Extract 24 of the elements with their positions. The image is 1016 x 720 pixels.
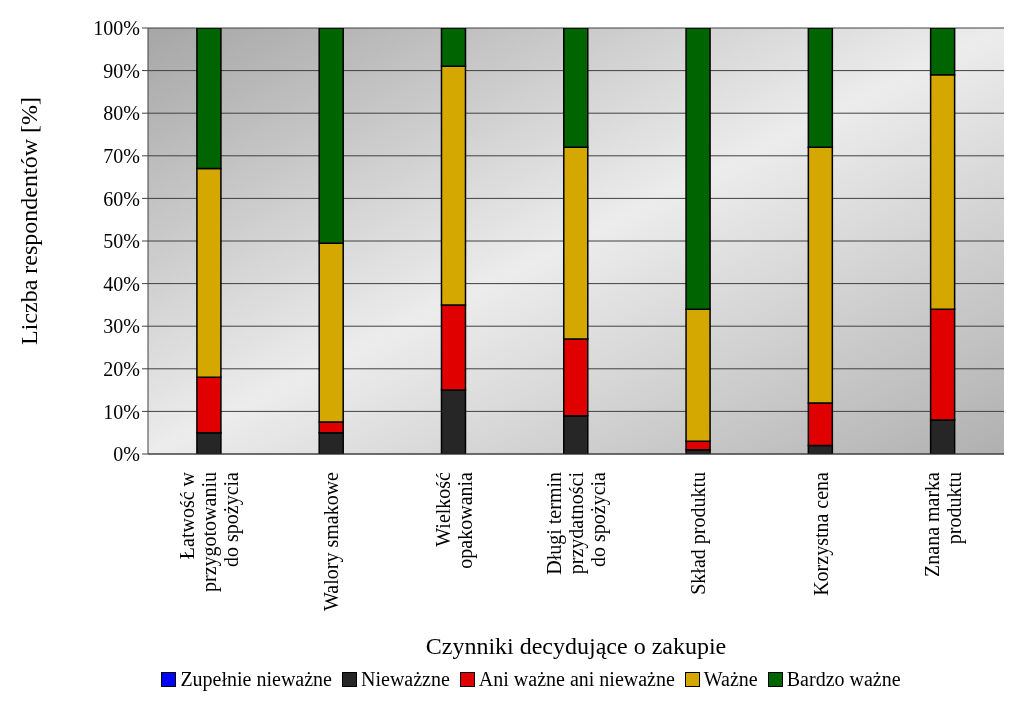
y-tick-label: 50%: [103, 230, 140, 253]
y-tick-label: 80%: [103, 102, 140, 125]
legend-label: Ani ważne ani nieważne: [478, 668, 675, 691]
y-tick-label: 10%: [103, 400, 140, 423]
y-tick-label: 70%: [103, 144, 140, 167]
legend-label: Bardzo ważne: [786, 668, 901, 691]
x-axis-title: Czynniki decydujące o zakupie: [425, 633, 727, 659]
legend-label: Nieważzne: [361, 668, 450, 691]
y-tick-label: 40%: [103, 272, 140, 295]
x-tick-label: Skład produktu: [687, 472, 711, 595]
legend-label: Ważne: [703, 668, 758, 691]
y-tick-label: 60%: [103, 187, 140, 210]
legend-label: Zupełnie nieważne: [180, 668, 332, 691]
x-tick-label: Walory smakowe: [320, 471, 344, 611]
y-tick-label: 90%: [103, 59, 140, 82]
x-tick-label: Łatwość w przygotowaniu do spożycia: [176, 471, 244, 592]
x-tick-label: Znana marka produktu: [920, 471, 966, 577]
y-tick-label: 100%: [93, 17, 140, 40]
y-tick-label: 30%: [103, 315, 140, 338]
y-tick-label: 0%: [113, 443, 140, 466]
x-tick-label: Korzystna cena: [809, 471, 833, 596]
y-tick-label: 20%: [103, 357, 140, 380]
x-tick-label: Wielkość opakowania: [431, 471, 477, 569]
y-axis-title: Liczba respondentów [%]: [15, 97, 42, 345]
